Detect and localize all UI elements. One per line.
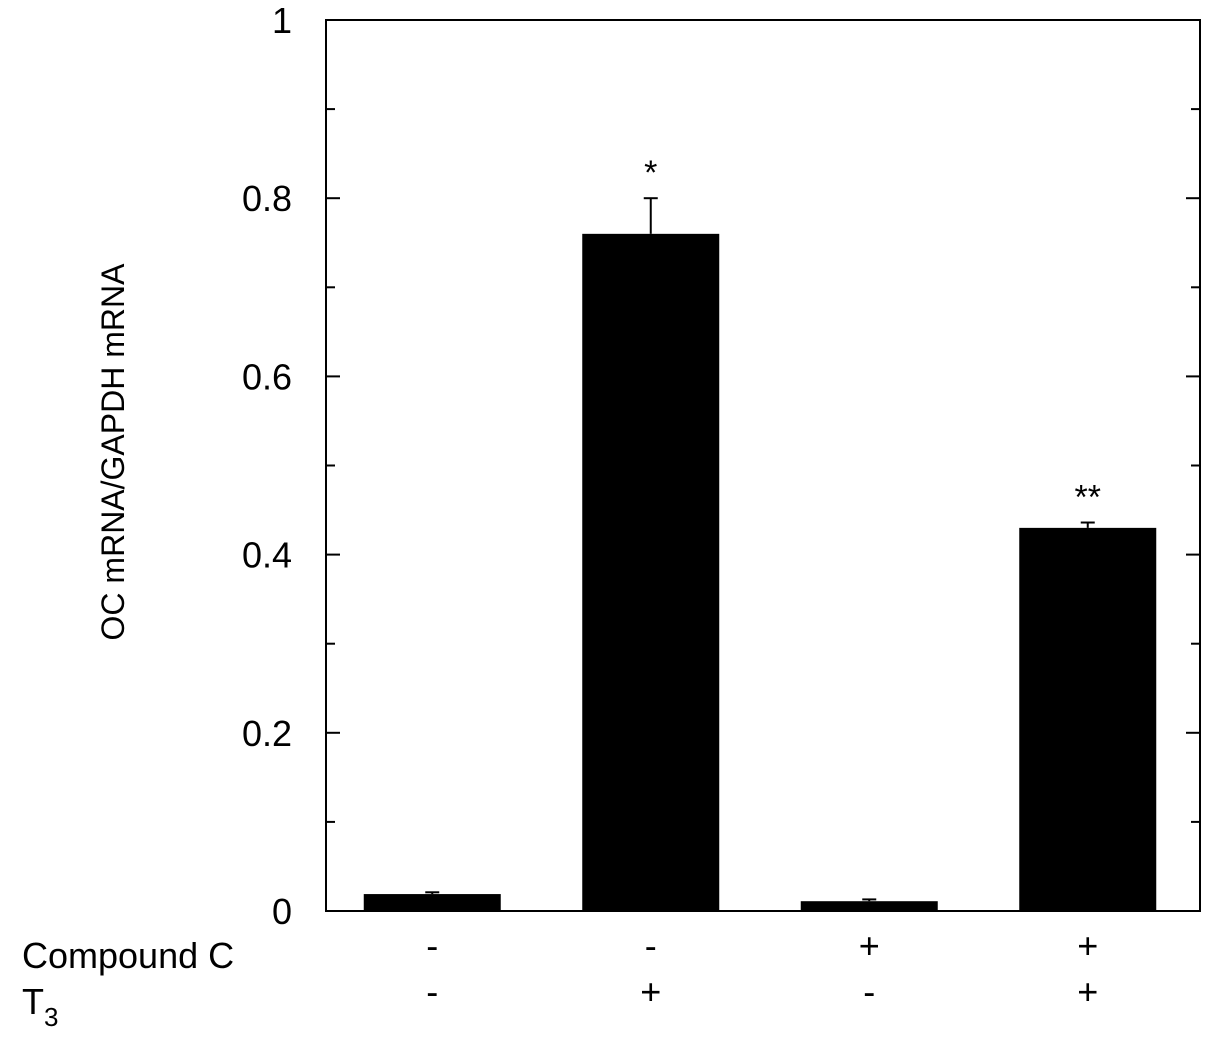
- bar: [800, 901, 938, 911]
- y-tick-label: 0.4: [242, 535, 292, 576]
- condition-sign: -: [645, 925, 657, 966]
- condition-sign: -: [426, 925, 438, 966]
- bar: [363, 894, 501, 911]
- bar: [1019, 527, 1157, 911]
- significance-label: *: [644, 154, 657, 192]
- y-tick-label: 0.8: [242, 178, 292, 219]
- condition-table: Compound C - - + + T3 - + - +: [22, 925, 1098, 1032]
- y-tick-label: 1: [272, 0, 292, 41]
- condition-sign: +: [859, 925, 880, 966]
- y-tick-label: 0.2: [242, 713, 292, 754]
- condition-sign: +: [1077, 971, 1098, 1012]
- y-tick-label: 0.6: [242, 356, 292, 397]
- bars: ***: [363, 154, 1157, 912]
- condition-sign: -: [863, 971, 875, 1012]
- condition-sign: -: [426, 971, 438, 1012]
- condition-row-label: Compound C: [22, 935, 234, 976]
- y-axis-label: OC mRNA/GAPDH mRNA: [95, 263, 131, 641]
- y-axis-ticks: 0 0.2 0.4 0.6 0.8 1: [242, 0, 1200, 932]
- significance-label: **: [1075, 479, 1101, 517]
- condition-sign: +: [640, 971, 661, 1012]
- y-tick-label: 0: [272, 891, 292, 932]
- bar: [582, 233, 720, 912]
- condition-sign: +: [1077, 925, 1098, 966]
- condition-row-label: T3: [22, 981, 58, 1032]
